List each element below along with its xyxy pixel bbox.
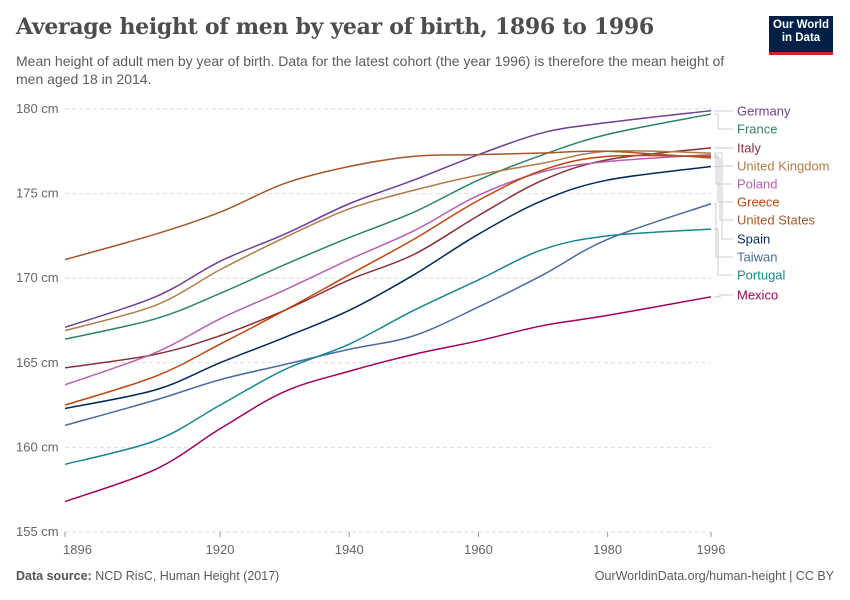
series-line-united-kingdom: [64, 150, 712, 332]
y-tick-label: 165 cm: [16, 355, 59, 370]
x-tick-label: 1940: [335, 542, 364, 557]
label-connector: [714, 203, 733, 258]
label-connector: [714, 228, 733, 276]
series-line-france: [64, 113, 712, 340]
y-tick-label: 170 cm: [16, 270, 59, 285]
series-label: Italy: [737, 141, 761, 156]
series-line-italy: [64, 147, 712, 369]
series-line-poland: [64, 153, 712, 386]
label-connector: [714, 154, 733, 185]
series-label: Taiwan: [737, 250, 777, 265]
series-label: Portugal: [737, 268, 786, 283]
series-line-united-states: [64, 150, 712, 261]
source-text[interactable]: NCD RisC, Human Height (2017): [95, 569, 280, 583]
y-tick-label: 175 cm: [16, 186, 59, 201]
series-label: United States: [737, 213, 816, 228]
y-tick-label: 155 cm: [16, 524, 59, 539]
data-source: Data source: NCD RisC, Human Height (201…: [16, 569, 279, 583]
series-label: Greece: [737, 195, 780, 210]
series-line-greece: [64, 154, 712, 406]
series-line-germany: [64, 109, 712, 328]
logo-text: Our World in Data: [773, 19, 830, 44]
url-license[interactable]: OurWorldinData.org/human-height | CC BY: [594, 569, 834, 583]
source-label: Data source:: [16, 569, 92, 583]
series-label: Poland: [737, 177, 777, 192]
label-connector: [714, 294, 733, 298]
series-line-spain: [64, 165, 712, 410]
series-line-portugal: [64, 228, 712, 466]
label-connector: [714, 157, 733, 221]
line-chart: 155 cm 160 cm 165 cm 170 cm 175 cm 180 cm 1896…: [16, 101, 830, 557]
series-label: Germany: [737, 104, 791, 119]
series-label: Spain: [737, 232, 770, 247]
chart-title: Average height of men by year of birth, …: [16, 14, 654, 40]
label-connector: [714, 152, 733, 167]
label-connector: [714, 113, 733, 130]
owid-logo[interactable]: Our World in Data: [769, 16, 833, 55]
x-tick-label: 1920: [206, 542, 235, 557]
series-line-mexico: [64, 296, 712, 503]
chart-subtitle: Mean height of adult men by year of birt…: [16, 53, 725, 87]
x-tick-label: 1996: [697, 542, 726, 557]
label-connector: [714, 166, 733, 240]
x-tick-label: 1980: [593, 542, 622, 557]
series-label: Mexico: [737, 288, 778, 303]
series-line-taiwan: [64, 203, 712, 427]
x-tick-label: 1896: [63, 542, 92, 557]
label-connector: [714, 155, 733, 203]
x-tick-label: 1960: [464, 542, 493, 557]
y-tick-label: 160 cm: [16, 439, 59, 454]
series-label: France: [737, 122, 777, 137]
series-label: United Kingdom: [737, 159, 830, 174]
y-tick-label: 180 cm: [16, 101, 59, 116]
